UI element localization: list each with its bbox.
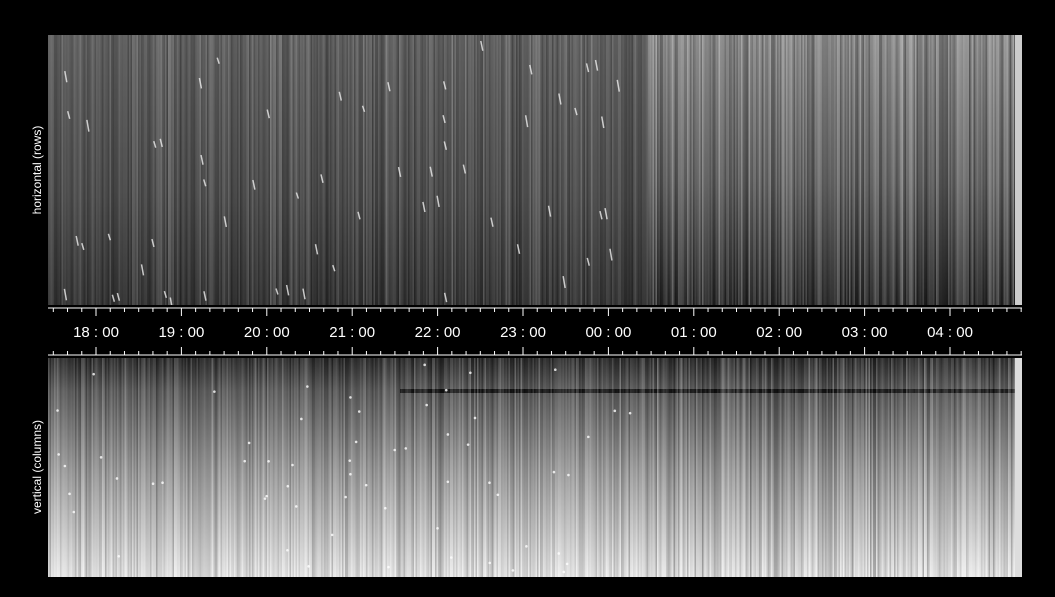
time-label: 00 : 00 [585, 324, 631, 341]
time-label: 21 : 00 [329, 324, 375, 341]
time-label: 03 : 00 [842, 324, 888, 341]
vertical-keogram [48, 358, 1022, 577]
horizontal-keogram [48, 35, 1022, 305]
time-label: 19 : 00 [158, 324, 204, 341]
time-label: 04 : 00 [927, 324, 973, 341]
time-label: 02 : 00 [756, 324, 802, 341]
panel-label: vertical (columns) [30, 420, 44, 514]
time-label: 01 : 00 [671, 324, 717, 341]
time-label: 22 : 00 [415, 324, 461, 341]
time-axis [48, 307, 1022, 356]
time-label: 20 : 00 [244, 324, 290, 341]
panel-label: horizontal (rows) [30, 126, 44, 215]
time-label: 18 : 00 [73, 324, 119, 341]
time-label: 23 : 00 [500, 324, 546, 341]
